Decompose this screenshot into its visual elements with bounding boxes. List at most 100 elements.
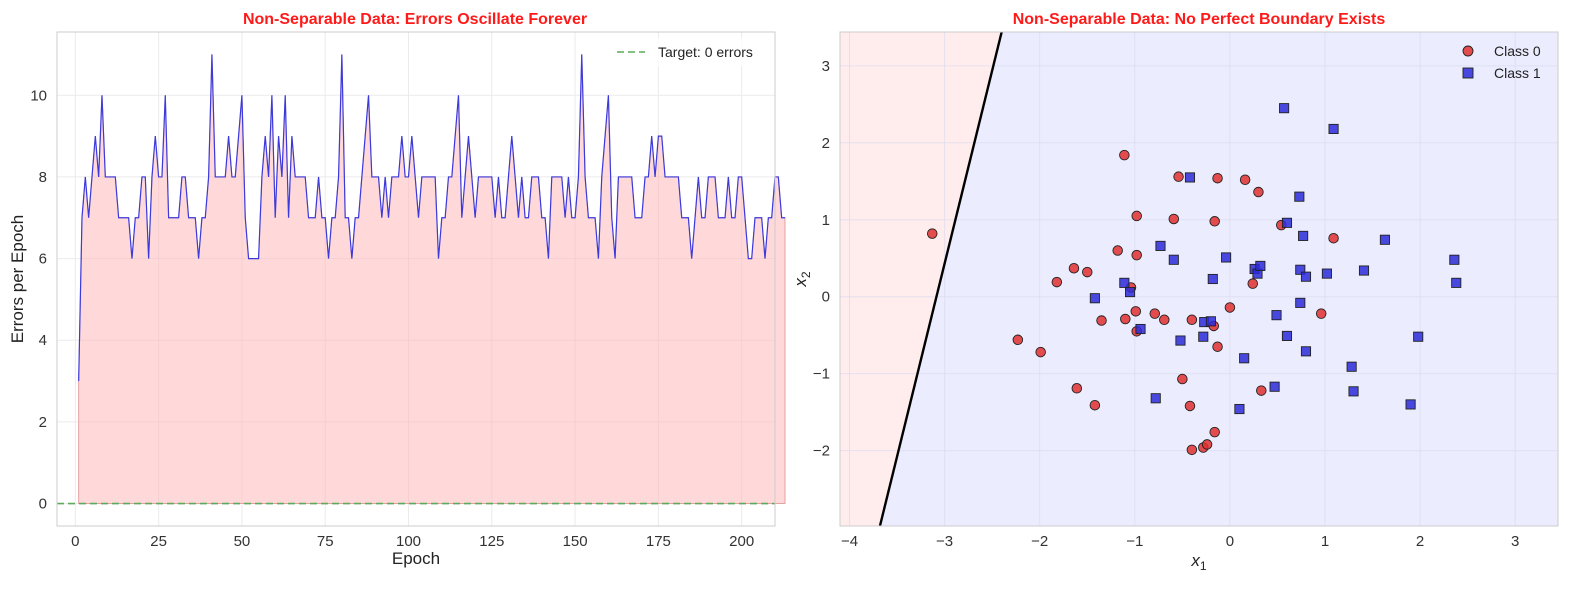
class0-point	[1012, 334, 1024, 346]
errors-y-tick-label: 6	[39, 251, 47, 268]
class0-point	[1186, 314, 1198, 326]
boundary-y-tick-label: −1	[813, 366, 830, 383]
boundary-x-tick-label: −4	[841, 533, 858, 550]
class1-point	[1205, 316, 1216, 327]
class0-point	[1130, 306, 1142, 317]
class1-point	[1269, 381, 1280, 392]
legend-target-label: Target: 0 errors	[658, 44, 753, 60]
class1-point	[1346, 361, 1357, 372]
class0-point	[1112, 245, 1123, 256]
errors-x-tick-label: 150	[563, 533, 588, 550]
class1-point	[1281, 330, 1293, 341]
class0-point	[1173, 171, 1184, 182]
errors-y-tick-label: 10	[30, 87, 47, 104]
class0-point	[1201, 439, 1213, 450]
class0-point	[1071, 383, 1083, 394]
boundary-chart-title: Non-Separable Data: No Perfect Boundary …	[1013, 11, 1386, 28]
boundary-x-tick-label: 2	[1416, 533, 1424, 550]
class1-point	[1300, 346, 1312, 357]
decision-boundary-line	[878, 32, 1003, 526]
errors-legend: Target: 0 errors	[606, 38, 768, 66]
class1-point	[1239, 353, 1250, 364]
class0-point	[1253, 186, 1264, 198]
errors-x-tick-label: 125	[479, 533, 504, 550]
class1-point	[1119, 277, 1130, 288]
class1-point	[1221, 252, 1232, 263]
boundary-legend: Class 0 Class 1	[1462, 43, 1541, 81]
class0-point	[1209, 216, 1220, 227]
class0-point	[1096, 315, 1107, 326]
boundary-chart: Non-Separable Data: No Perfect Boundary …	[791, 11, 1559, 573]
class1-point	[1207, 273, 1218, 285]
boundary-x-axis-label: x1	[1190, 551, 1207, 573]
class0-point	[1068, 262, 1080, 274]
class0-point	[1328, 232, 1339, 244]
class1-point	[1449, 254, 1460, 265]
class1-point	[1184, 172, 1196, 183]
errors-y-tick-label: 8	[39, 169, 47, 186]
boundary-y-tick-label: 1	[822, 212, 830, 229]
class0-point	[1247, 278, 1258, 289]
boundary-x-tick-label: −3	[936, 533, 953, 550]
class1-point	[1294, 191, 1305, 202]
class0-point	[1089, 399, 1101, 411]
errors-y-tick-label: 2	[39, 414, 47, 431]
legend-class0-label: Class 0	[1494, 43, 1541, 59]
errors-x-tick-label: 200	[729, 533, 754, 550]
class1-point	[1175, 335, 1186, 346]
class0-point	[1177, 373, 1188, 385]
class0-point	[1131, 210, 1142, 222]
errors-series-line	[78, 54, 785, 382]
class1-point	[1295, 297, 1306, 308]
class1-point	[1255, 260, 1266, 271]
boundary-grid	[840, 32, 1558, 526]
class1-point	[1125, 287, 1136, 298]
class1-point	[1198, 331, 1209, 342]
boundary-x-tick-label: 3	[1511, 533, 1519, 550]
class1-point	[1271, 310, 1282, 321]
errors-x-axis-label: Epoch	[392, 549, 440, 568]
class1-point	[1135, 323, 1146, 335]
class1-point	[1321, 268, 1332, 279]
class1-point	[1298, 230, 1309, 241]
class1-point	[1379, 234, 1390, 245]
class0-region	[840, 32, 1002, 526]
class0-point	[1120, 313, 1131, 325]
boundary-y-tick-label: −2	[813, 443, 830, 460]
class0-point	[1315, 308, 1327, 319]
class0-point	[1131, 249, 1142, 261]
boundary-x-tick-label: −2	[1031, 533, 1048, 550]
class1-point	[1150, 393, 1161, 404]
class1-point	[1348, 386, 1359, 397]
boundary-x-ticks: −4 −3 −2 −1 0 1 2 3	[841, 533, 1519, 550]
class1-point	[1451, 277, 1462, 288]
boundary-y-axis-label: x2	[791, 271, 813, 288]
errors-plot-frame	[56, 31, 776, 527]
class0-point	[1168, 213, 1180, 225]
class1-points	[1089, 103, 1462, 415]
errors-x-tick-label: 25	[150, 533, 167, 550]
legend-class0-swatch	[1462, 45, 1474, 57]
class0-point	[1212, 172, 1223, 184]
boundary-y-tick-label: 2	[822, 135, 830, 152]
class0-point	[1186, 444, 1198, 456]
class0-point	[1149, 308, 1161, 319]
boundary-x-tick-label: −1	[1126, 533, 1143, 550]
boundary-y-tick-label: 3	[822, 58, 830, 75]
errors-y-axis-label: Errors per Epoch	[8, 215, 27, 344]
class1-point	[1281, 217, 1293, 228]
class0-point	[1119, 149, 1130, 161]
class0-point	[1209, 426, 1220, 438]
class1-point	[1300, 271, 1312, 282]
boundary-y-ticks: −2 −1 0 1 2 3	[813, 58, 830, 460]
boundary-x-tick-label: 0	[1226, 533, 1234, 550]
errors-x-tick-label: 0	[71, 533, 79, 550]
errors-chart: Non-Separable Data: Errors Oscillate For…	[8, 11, 786, 568]
class0-point	[1212, 341, 1223, 352]
legend-class1-label: Class 1	[1494, 65, 1541, 81]
class1-region	[840, 32, 1558, 526]
errors-x-tick-label: 50	[234, 533, 251, 550]
class0-point	[1224, 302, 1236, 313]
class1-point	[1295, 264, 1306, 275]
